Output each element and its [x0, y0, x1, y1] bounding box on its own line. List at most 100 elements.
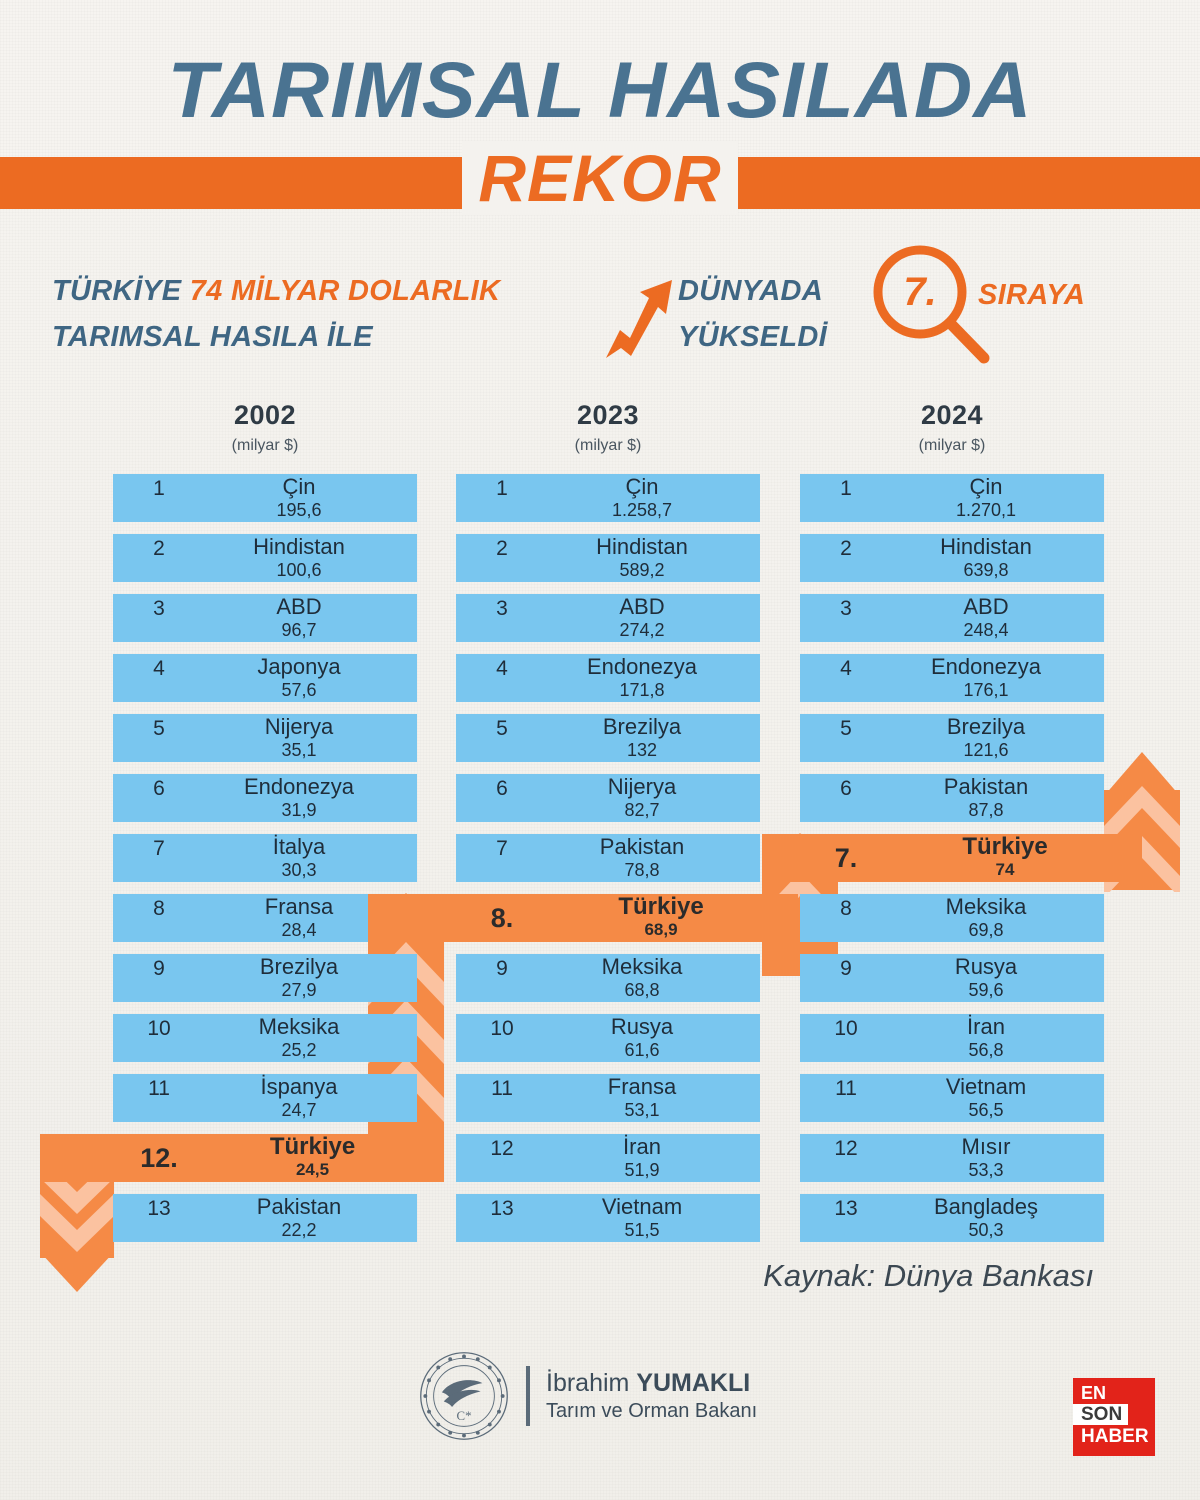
table-row: 13 Vietnam 51,5 [456, 1194, 760, 1242]
minister-first-name: İbrahim [546, 1369, 637, 1397]
row-rank: 11 [491, 1077, 513, 1100]
rank-badge: 7. [903, 269, 937, 314]
row-country: Fransa [264, 894, 334, 919]
row-text: Çin 1.258,7 [548, 475, 760, 521]
ministry-seal-icon: C* [420, 1352, 508, 1440]
column-year-2023: 2023 [576, 400, 640, 430]
row-rank: 11 [835, 1077, 857, 1100]
row-country: ABD [276, 594, 322, 619]
row-text: Türkiye 74 [892, 835, 1142, 881]
table-row: 13 Bangladeş 50,3 [800, 1194, 1104, 1242]
row-country: Vietnam [601, 1194, 683, 1219]
subtitle-amount: 74 MİLYAR DOLARLIK [189, 275, 501, 307]
logo-line-son: SON [1073, 1404, 1129, 1425]
subtitle-yukseldi: YÜKSELDİ [678, 321, 828, 353]
row-rank: 6 [153, 777, 165, 800]
row-value: 639,8 [963, 560, 1009, 580]
row-country: Japonya [257, 654, 341, 679]
row-country: Brezilya [602, 714, 682, 739]
column-unit-2002: (milyar $) [231, 437, 299, 454]
row-rank: 4 [153, 657, 165, 680]
row-value: 57,6 [281, 680, 317, 700]
row-rank: 4 [840, 657, 852, 680]
row-value: 50,3 [968, 1220, 1004, 1240]
table-row: 2 Hindistan 589,2 [456, 534, 760, 582]
row-value: 22,2 [281, 1220, 317, 1240]
connector-2002-arrow-tip [40, 1252, 114, 1292]
row-rank: 6 [840, 777, 852, 800]
table-row-highlight: 8. Türkiye 68,9 [368, 894, 798, 942]
table-row: 7 İtalya 30,3 [113, 834, 417, 882]
row-value: 25,2 [281, 1040, 317, 1060]
table-row: 3 ABD 96,7 [113, 594, 417, 642]
row-country: Nijerya [264, 714, 334, 739]
row-text: Brezilya 121,6 [892, 715, 1104, 761]
row-country: Hindistan [596, 534, 688, 559]
table-row: 10 Meksika 25,2 [113, 1014, 417, 1062]
row-country: ABD [963, 594, 1009, 619]
row-text: Hindistan 100,6 [205, 535, 417, 581]
row-text: Vietnam 51,5 [548, 1195, 760, 1241]
row-value: 31,9 [281, 800, 317, 820]
row-value: 171,8 [619, 680, 665, 700]
row-value: 248,4 [963, 620, 1009, 640]
ensonhaber-logo[interactable]: EN SON HABER [1073, 1378, 1155, 1456]
column-year-2002: 2002 [233, 400, 297, 430]
row-value: 176,1 [963, 680, 1009, 700]
row-rank: 7. [834, 842, 858, 873]
row-text: İran 56,8 [892, 1015, 1104, 1061]
row-rank: 9 [496, 957, 508, 980]
row-country: Brezilya [259, 954, 339, 979]
row-value: 68,8 [624, 980, 660, 1000]
row-text: Türkiye 24,5 [205, 1135, 444, 1181]
page-title-line2-text: REKOR [462, 141, 738, 215]
row-country: ABD [619, 594, 665, 619]
row-value: 53,3 [968, 1160, 1004, 1180]
row-value: 78,8 [624, 860, 660, 880]
row-country: Hindistan [253, 534, 345, 559]
row-value: 87,8 [968, 800, 1004, 820]
row-rank: 4 [496, 657, 508, 680]
row-text: Fransa 28,4 [205, 895, 417, 941]
row-country: Çin [969, 474, 1003, 499]
minister-role: Tarım ve Orman Bakanı [546, 1400, 758, 1422]
row-text: Hindistan 589,2 [548, 535, 760, 581]
table-row: 3 ABD 248,4 [800, 594, 1104, 642]
table-row: 5 Brezilya 132 [456, 714, 760, 762]
row-text: Türkiye 68,9 [548, 895, 798, 941]
row-country: Pakistan [599, 834, 685, 859]
table-row: 5 Nijerya 35,1 [113, 714, 417, 762]
row-text: ABD 248,4 [892, 595, 1104, 641]
row-rank: 13 [147, 1197, 171, 1220]
table-row: 10 Rusya 61,6 [456, 1014, 760, 1062]
row-value: 589,2 [619, 560, 665, 580]
table-row: 4 Endonezya 171,8 [456, 654, 760, 702]
row-country: Çin [282, 474, 316, 499]
row-text: İtalya 30,3 [205, 835, 417, 881]
row-rank: 10 [490, 1017, 514, 1040]
row-text: Endonezya 31,9 [205, 775, 417, 821]
table-row: 7 Pakistan 78,8 [456, 834, 760, 882]
rows-2024: 1 Çin 1.270,1 2 Hindistan 639,8 3 ABD 248,4 4 Endo… [762, 474, 1142, 1242]
row-rank: 5 [496, 717, 508, 740]
table-row: 6 Endonezya 31,9 [113, 774, 417, 822]
row-value: 82,7 [624, 800, 660, 820]
logo-line-en: EN [1081, 1383, 1107, 1403]
row-country: İspanya [260, 1074, 338, 1099]
row-text: Endonezya 176,1 [892, 655, 1104, 701]
table-row: 6 Nijerya 82,7 [456, 774, 760, 822]
row-text: Meksika 25,2 [205, 1015, 417, 1061]
row-country: Rusya [610, 1014, 674, 1039]
table-row: 8 Fransa 28,4 [113, 894, 417, 942]
row-text: ABD 96,7 [205, 595, 417, 641]
row-value: 35,1 [281, 740, 317, 760]
row-country: Nijerya [607, 774, 677, 799]
table-row: 4 Japonya 57,6 [113, 654, 417, 702]
row-rank: 9 [153, 957, 165, 980]
column-2023: 2023 (milyar $) 1 Çin 1.258,7 2 Hindistan 589… [368, 400, 798, 1254]
row-country: Pakistan [256, 1194, 342, 1219]
connector-2002-chevrons [40, 1156, 114, 1252]
row-text: Japonya 57,6 [205, 655, 417, 701]
row-value: 56,8 [968, 1040, 1004, 1060]
